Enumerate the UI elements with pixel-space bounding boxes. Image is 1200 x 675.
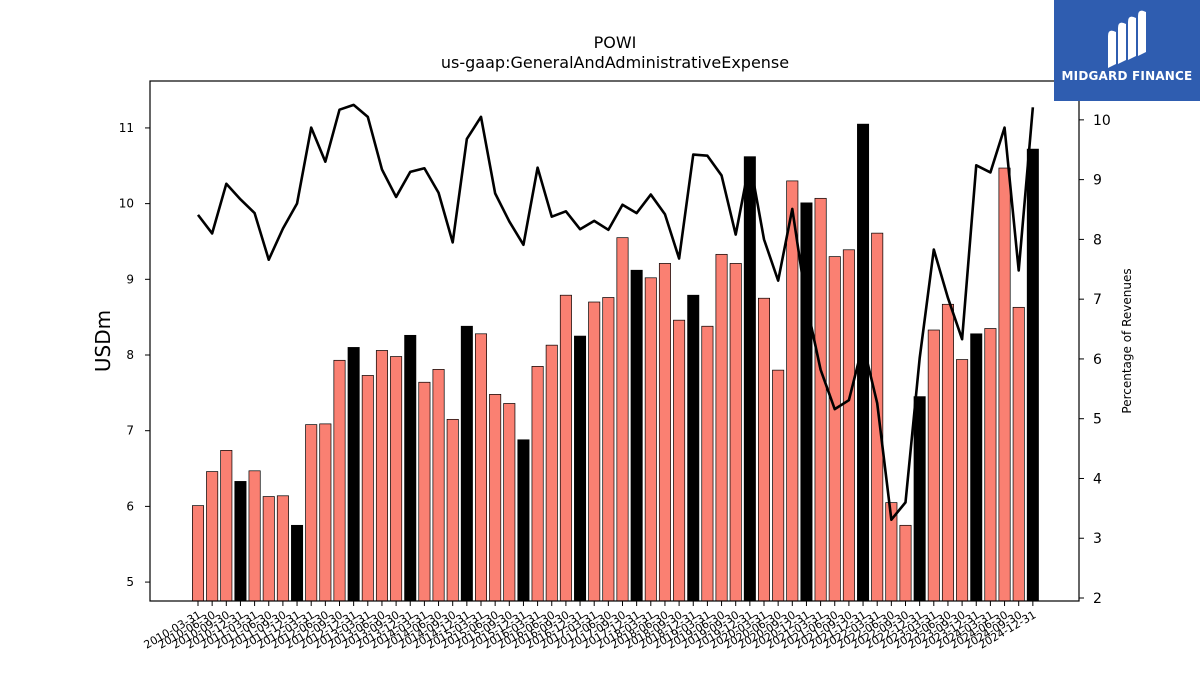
bar-2018-09-30 xyxy=(673,319,686,602)
bar-2014-09-30 xyxy=(446,418,459,602)
chart-subtitle: us-gaap:GeneralAndAdministrativeExpense xyxy=(441,53,789,72)
bar-2023-09-30 xyxy=(956,359,969,602)
bar-2023-06-30 xyxy=(941,303,954,602)
bar-2024-06-30 xyxy=(998,167,1011,602)
right-tick-label: 10 xyxy=(1093,113,1111,129)
bar-2010-06-30 xyxy=(206,471,219,602)
bar-2022-12-31 xyxy=(913,396,926,602)
left-tick-label: 7 xyxy=(126,424,134,438)
bar-2015-12-31 xyxy=(517,439,530,602)
bar-2014-06-30 xyxy=(432,369,445,602)
bar-2010-03-31 xyxy=(192,505,205,602)
right-tick-label: 5 xyxy=(1093,412,1102,428)
bar-2021-03-31 xyxy=(814,197,827,602)
bar-2022-09-30 xyxy=(899,524,912,602)
bar-2013-09-30 xyxy=(390,356,403,602)
left-axis-ticks: 5 6 7 8 9 10 11 xyxy=(119,121,150,589)
left-tick-label: 10 xyxy=(119,197,134,211)
line-group xyxy=(196,103,1035,522)
right-tick-label: 7 xyxy=(1093,292,1102,308)
bar-2014-03-31 xyxy=(418,381,431,602)
bar-2023-03-31 xyxy=(927,329,940,602)
bar-2020-03-31 xyxy=(757,297,770,602)
bar-2011-03-31 xyxy=(248,470,261,602)
bar-2018-06-30 xyxy=(658,263,671,602)
bar-2016-09-30 xyxy=(559,294,572,602)
right-tick-label: 3 xyxy=(1093,531,1102,547)
right-axis-label: Percentage of Revenues xyxy=(1120,268,1134,413)
bar-2018-03-31 xyxy=(644,277,657,602)
bar-2012-06-30 xyxy=(319,423,332,602)
bar-2019-12-31 xyxy=(743,156,756,602)
brand-logo: MIDGARD FINANCE xyxy=(1054,0,1200,101)
bar-2020-12-31 xyxy=(800,202,813,602)
bar-2024-12-31 xyxy=(1026,148,1039,602)
plot-frame xyxy=(149,80,1080,602)
left-tick-label: 5 xyxy=(126,575,134,589)
bar-2013-12-31 xyxy=(404,334,417,602)
bar-2011-09-30 xyxy=(276,495,289,602)
right-tick-label: 2 xyxy=(1093,591,1102,607)
right-tick-label: 4 xyxy=(1093,471,1102,487)
bar-2012-03-31 xyxy=(305,424,318,602)
bar-2015-03-31 xyxy=(475,333,488,602)
chart-title: POWI xyxy=(594,33,637,52)
bar-2015-09-30 xyxy=(503,403,516,602)
bar-2023-12-31 xyxy=(970,333,983,602)
pct-revenue-line xyxy=(196,103,1035,522)
bar-2017-12-31 xyxy=(630,269,643,602)
bar-2011-06-30 xyxy=(262,496,275,602)
bar-2024-09-30 xyxy=(1012,306,1025,602)
bar-2011-12-31 xyxy=(291,524,304,602)
bar-2020-06-30 xyxy=(772,369,785,602)
right-axis-ticks: 2 3 4 5 6 7 8 9 10 xyxy=(1079,113,1111,607)
bar-2012-12-31 xyxy=(347,347,360,602)
left-axis-label: USDm xyxy=(91,310,115,372)
right-tick-label: 8 xyxy=(1093,232,1102,248)
bar-2017-03-31 xyxy=(588,301,601,602)
midgard-logo-icon xyxy=(1108,10,1146,69)
x-axis-ticks: 2010-03-312010-06-302010-09-302010-12-31… xyxy=(142,601,1038,652)
bar-2019-06-30 xyxy=(715,253,728,602)
left-tick-label: 9 xyxy=(126,272,134,286)
bar-2012-09-30 xyxy=(333,359,346,602)
bar-2019-09-30 xyxy=(729,263,742,602)
bar-2021-09-30 xyxy=(842,249,855,602)
right-tick-label: 6 xyxy=(1093,352,1102,368)
bar-2010-09-30 xyxy=(220,450,233,602)
bar-2016-03-31 xyxy=(531,366,544,602)
bar-2022-03-31 xyxy=(871,232,884,602)
bar-2024-03-31 xyxy=(984,328,997,602)
bar-2015-06-30 xyxy=(489,394,502,602)
bars-group xyxy=(192,123,1039,602)
bar-2013-03-31 xyxy=(361,375,374,602)
bar-2016-12-31 xyxy=(574,335,587,602)
left-tick-label: 11 xyxy=(119,121,134,135)
bar-2019-03-31 xyxy=(701,325,714,602)
bar-2017-06-30 xyxy=(602,297,615,602)
bar-2018-12-31 xyxy=(687,294,700,602)
left-tick-label: 8 xyxy=(126,348,134,362)
bar-2021-06-30 xyxy=(828,256,841,602)
left-tick-label: 6 xyxy=(126,499,134,513)
bar-2016-06-30 xyxy=(545,344,558,602)
bar-2013-06-30 xyxy=(375,350,388,602)
bar-2010-12-31 xyxy=(234,481,247,602)
bar-2014-12-31 xyxy=(460,325,473,602)
brand-name: MIDGARD FINANCE xyxy=(1061,69,1193,83)
bar-2017-09-30 xyxy=(616,237,629,602)
right-tick-label: 9 xyxy=(1093,173,1102,189)
